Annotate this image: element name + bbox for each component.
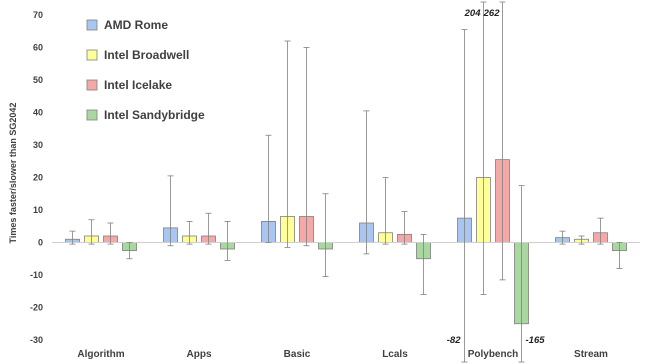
y-axis-ticks: -30 -20 -10 0 10 20 30 40 50 60 70 xyxy=(30,10,43,345)
y-tick-label: -10 xyxy=(30,270,43,280)
x-axis-categories: Algorithm Apps Basic Lcals Polybench Stream xyxy=(77,349,608,360)
bars xyxy=(65,159,627,325)
y-tick-label: -20 xyxy=(30,303,43,313)
annotations: 204 262 -82 -165 xyxy=(447,8,545,346)
legend-swatch-intel-broadwell xyxy=(86,49,98,61)
legend-label-amd-rome: AMD Rome xyxy=(104,18,168,32)
error-bars xyxy=(69,1,623,363)
y-tick-label: 20 xyxy=(33,173,43,183)
y-axis-label: Times faster/slower than SG2042 xyxy=(8,103,18,244)
x-category-label: Lcals xyxy=(382,349,408,360)
legend-swatch-amd-rome xyxy=(86,19,98,31)
annotation-label: 204 xyxy=(464,8,482,19)
legend-swatch-intel-sandybridge xyxy=(86,109,98,121)
annotation-label: 262 xyxy=(483,8,501,19)
y-tick-label: 10 xyxy=(33,205,43,215)
y-tick-label: 0 xyxy=(38,238,43,248)
legend: AMD Rome Intel Broadwell Intel Icelake Inte… xyxy=(86,18,205,122)
y-tick-label: 70 xyxy=(33,10,43,20)
legend-swatch-intel-icelake xyxy=(86,79,98,91)
legend-label-intel-broadwell: Intel Broadwell xyxy=(104,48,189,62)
legend-label-intel-icelake: Intel Icelake xyxy=(104,78,172,92)
y-tick-label: 30 xyxy=(33,140,43,150)
x-category-label: Stream xyxy=(574,349,608,360)
y-tick-label: -30 xyxy=(30,335,43,345)
x-category-label: Algorithm xyxy=(77,349,124,360)
annotation-label: -165 xyxy=(526,335,546,346)
y-tick-label: 60 xyxy=(33,43,43,53)
x-category-label: Polybench xyxy=(468,349,519,360)
y-tick-label: 40 xyxy=(33,108,43,118)
annotation-label: -82 xyxy=(447,335,461,346)
x-category-label: Apps xyxy=(187,349,212,360)
x-category-label: Basic xyxy=(284,349,311,360)
y-tick-label: 50 xyxy=(33,75,43,85)
legend-label-intel-sandybridge: Intel Sandybridge xyxy=(104,108,205,122)
